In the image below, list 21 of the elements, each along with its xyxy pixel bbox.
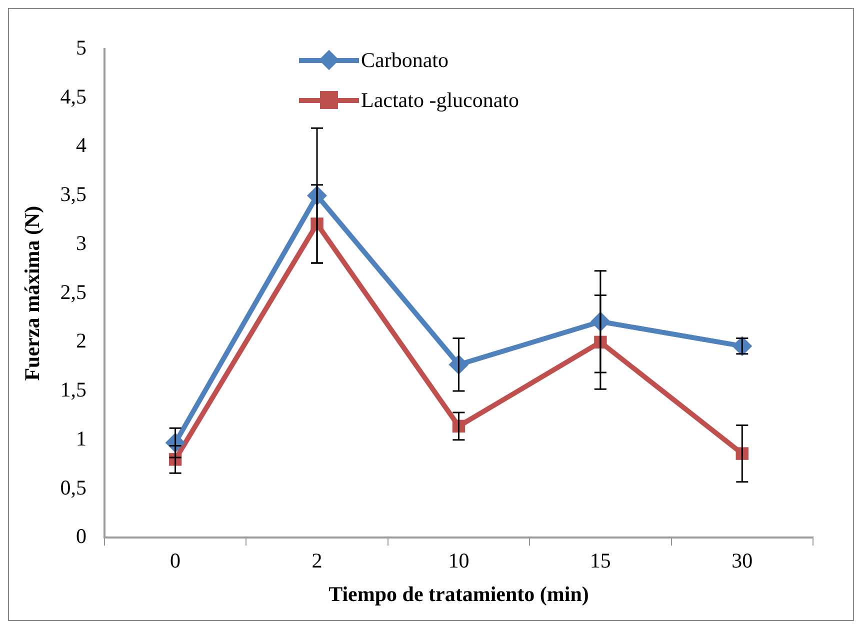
x-axis-title: Tiempo de tratamiento (min) (328, 582, 589, 606)
x-tick-label: 15 (590, 548, 611, 573)
x-tick-label: 30 (732, 548, 753, 573)
y-tick-label: 4,5 (60, 84, 86, 108)
y-axis-title: Fuerza máxima (N) (20, 206, 44, 381)
y-tick-label: 5 (76, 36, 86, 60)
y-tick-label: 0 (76, 524, 86, 548)
y-tick-label: 3,5 (60, 182, 86, 206)
y-tick-label: 2 (76, 328, 86, 353)
y-tick-label: 4 (76, 133, 87, 158)
y-tick-label: 3 (76, 230, 86, 255)
y-tick-label: 0,5 (60, 475, 86, 500)
x-tick-label: 2 (312, 548, 322, 573)
x-tick-label: 0 (170, 548, 181, 573)
legend-label: Carbonato (361, 48, 448, 72)
x-tick-label: 10 (448, 548, 470, 573)
y-tick-label: 2,5 (60, 280, 86, 304)
y-tick-label: 1 (76, 426, 86, 450)
point (732, 336, 752, 356)
legend-label: Lactato -gluconato (361, 88, 520, 112)
y-tick-label: 1,5 (60, 378, 86, 402)
